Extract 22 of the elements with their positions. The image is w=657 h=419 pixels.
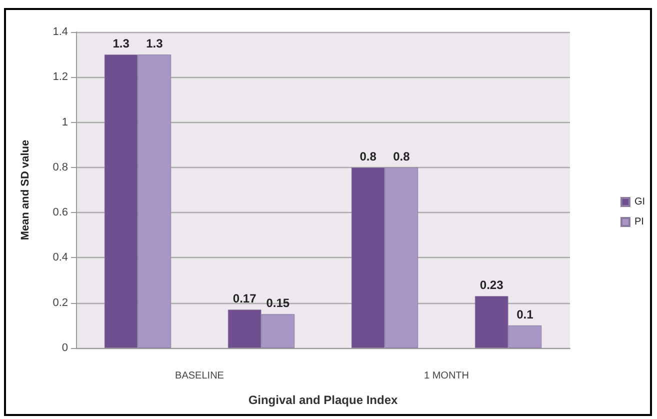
text: 1 MONTH <box>424 370 469 382</box>
data-label: 0.23 <box>480 278 504 292</box>
x-axis-title: Gingival and Plaque Index <box>248 393 398 407</box>
y-axis-title: Mean and SD value <box>20 140 32 240</box>
y-tick-label: 0.4 <box>52 252 68 264</box>
y-tick-label: 1 <box>62 116 68 128</box>
y-tick-label: 1.2 <box>52 71 68 84</box>
y-tick-label: 0.8 <box>52 161 68 174</box>
data-label: 0.8 <box>393 149 410 164</box>
data-label: 1.3 <box>112 36 130 51</box>
data-label: 1.3 <box>146 36 164 51</box>
data-label: 0.17 <box>232 292 257 306</box>
y-tick-label: 0 <box>62 342 68 354</box>
y-tick-label: 1.4 <box>52 26 68 38</box>
legend-label: GI <box>634 196 646 208</box>
y-tick-label: 0.2 <box>52 296 68 309</box>
y-tick-label: 0.6 <box>52 206 68 219</box>
data-label: 0.15 <box>266 296 290 310</box>
data-label: 0.1 <box>516 307 534 322</box>
data-label: 0.8 <box>360 149 377 164</box>
legend-label: PI <box>634 216 644 228</box>
text: BASELINE <box>175 370 224 382</box>
